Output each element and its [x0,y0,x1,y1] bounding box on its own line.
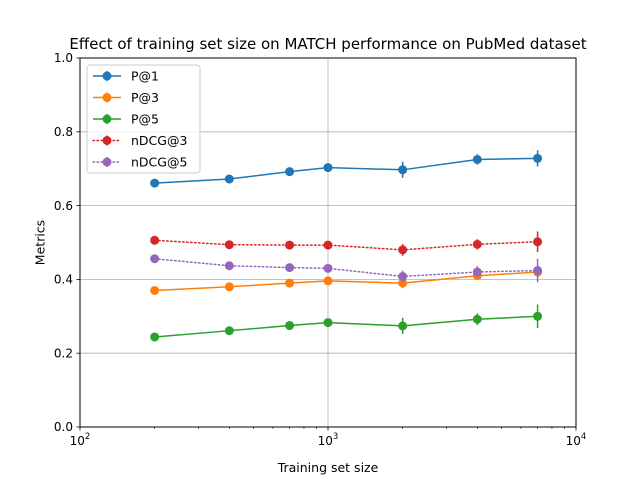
legend-marker [102,136,112,145]
series-p-1 [150,150,543,188]
legend: P@1 P@3 P@5 nDCG@3 nDCG@5 [86,64,201,174]
data-point [398,321,408,331]
x-tick-label: 102 [70,432,91,448]
data-point [472,239,482,249]
data-point [533,311,543,321]
data-point [323,263,333,273]
data-point [285,321,295,331]
data-point [398,278,408,288]
data-point [150,254,160,264]
data-point [323,163,333,173]
legend-marker [102,114,112,124]
legend-item: nDCG@5 [92,154,187,169]
legend-item: P@1 [93,68,159,83]
data-point [533,153,543,163]
data-point [150,332,160,342]
data-point [472,267,482,277]
x-tick-label-base: 10 [318,434,333,448]
data-point [323,240,333,250]
y-tick-label: 0.8 [54,125,73,139]
data-point [285,240,295,250]
data-point [224,240,234,250]
chart-title: Effect of training set size on MATCH per… [69,35,586,53]
data-point [398,165,408,175]
y-axis-label: Metrics [32,220,47,265]
data-point [224,174,234,184]
data-point [224,326,234,336]
data-point [398,245,408,255]
data-point [472,314,482,324]
legend-marker [102,71,112,81]
x-tick-label: 104 [566,432,587,448]
data-point [224,261,234,271]
data-point [150,178,160,188]
data-point [398,271,408,281]
legend-item: nDCG@3 [92,133,187,148]
data-point [285,278,295,288]
legend-item: P@5 [93,111,159,126]
x-tick-label-exponent: 4 [581,432,586,442]
legend-marker [102,93,112,102]
legend-label: P@1 [131,68,159,83]
y-tick-label: 0.0 [54,420,73,434]
x-axis-label: Training set size [277,460,379,475]
x-tick-label: 103 [318,432,339,448]
y-tick-label: 1.0 [54,51,73,65]
x-tick-label-base: 10 [566,434,581,448]
series-layer [150,150,543,342]
data-point [533,266,543,276]
legend-label: nDCG@5 [131,154,187,169]
data-point [533,237,543,247]
y-tick-label: 0.4 [54,273,73,287]
y-tick-label: 0.6 [54,199,73,213]
data-point [150,285,160,295]
legend-marker [102,157,112,167]
data-point [224,282,234,292]
data-point [285,167,295,177]
data-point [323,276,333,286]
y-tick-label: 0.2 [54,346,73,360]
data-point [323,318,333,328]
x-tick-label-base: 10 [70,434,85,448]
legend-box [86,64,201,174]
series-ndcg-5 [150,254,543,283]
x-tick-label-exponent: 3 [333,432,338,442]
legend-item: P@3 [93,90,159,105]
series-p-5 [150,304,543,342]
plot-frame [79,57,577,428]
legend-label: nDCG@3 [131,133,187,148]
series-p-3 [150,266,543,295]
legend-label: P@5 [131,111,159,126]
data-point [472,154,482,164]
data-point [150,235,160,245]
series-ndcg-3 [150,231,543,256]
data-point [285,263,295,273]
legend-label: P@3 [131,90,159,105]
x-tick-label-exponent: 2 [85,432,90,442]
